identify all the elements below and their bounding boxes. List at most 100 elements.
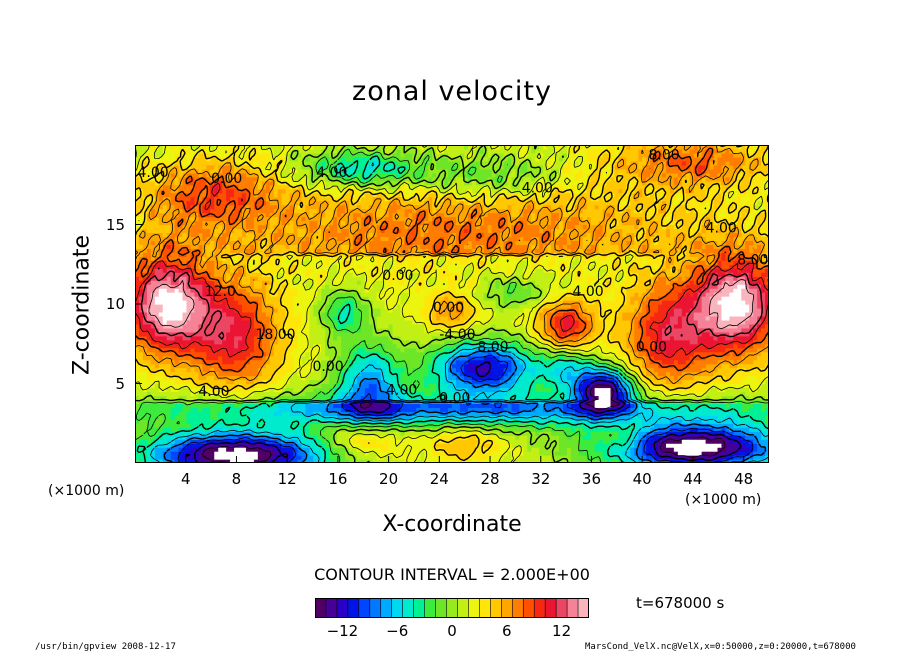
heatmap-cell	[662, 343, 667, 349]
heatmap-cell	[400, 459, 406, 463]
heatmap-cell	[452, 431, 457, 436]
heatmap-cell	[725, 363, 730, 369]
heatmap-cell	[677, 391, 683, 397]
heatmap-cell	[467, 439, 473, 444]
heatmap-cell	[535, 455, 540, 460]
heatmap-cell	[741, 371, 746, 377]
heatmap-cell	[590, 407, 596, 412]
heatmap-cell	[309, 451, 314, 456]
heatmap-cell	[150, 435, 156, 440]
heatmap-cell	[562, 363, 568, 369]
heatmap-cell	[681, 371, 687, 377]
heatmap-cell	[479, 375, 485, 381]
heatmap-cell	[535, 451, 540, 456]
heatmap-cell	[388, 407, 394, 412]
heatmap-cell	[154, 335, 160, 341]
heatmap-cell	[317, 383, 322, 389]
heatmap-cell	[566, 419, 572, 424]
heatmap-cell	[313, 419, 318, 424]
heatmap-cell	[566, 371, 572, 377]
heatmap-cell	[142, 423, 148, 428]
heatmap-cell	[138, 399, 144, 404]
heatmap-cell	[606, 455, 612, 460]
heatmap-cell	[551, 387, 556, 393]
heatmap-cell	[733, 447, 738, 452]
heatmap-cell	[574, 375, 580, 381]
heatmap-cell	[483, 411, 489, 416]
heatmap-cell	[190, 387, 196, 393]
heatmap-cell	[202, 427, 207, 432]
heatmap-cell	[348, 403, 354, 408]
heatmap-cell	[543, 355, 548, 361]
heatmap-cell	[277, 387, 283, 393]
heatmap-cell	[693, 439, 699, 444]
heatmap-cell	[154, 431, 160, 436]
heatmap-cell	[578, 411, 584, 416]
heatmap-cell	[245, 391, 251, 397]
heatmap-cell	[333, 419, 338, 424]
heatmap-cell	[547, 415, 552, 420]
heatmap-cell	[535, 355, 540, 361]
heatmap-cell	[166, 371, 172, 377]
heatmap-cell	[757, 395, 762, 401]
heatmap-cell	[230, 395, 235, 401]
heatmap-cell	[705, 411, 711, 416]
heatmap-cell	[348, 343, 354, 349]
heatmap-cell	[388, 443, 394, 448]
heatmap-cell	[273, 443, 279, 448]
heatmap-cell	[348, 423, 354, 428]
heatmap-cell	[186, 447, 192, 452]
heatmap-cell	[614, 359, 620, 365]
heatmap-cell	[321, 363, 326, 369]
heatmap-cell	[594, 403, 600, 408]
heatmap-cell	[317, 403, 322, 408]
heatmap-cell	[273, 347, 279, 353]
heatmap-cell	[729, 395, 734, 401]
heatmap-cell	[705, 383, 711, 389]
heatmap-cell	[388, 455, 394, 460]
heatmap-cell	[491, 379, 497, 385]
heatmap-cell	[158, 383, 164, 389]
heatmap-cell	[412, 391, 417, 397]
heatmap-cell	[685, 459, 691, 463]
heatmap-cell	[622, 339, 627, 345]
heatmap-cell	[281, 419, 287, 424]
heatmap-cell	[412, 423, 417, 428]
heatmap-cell	[174, 447, 180, 452]
heatmap-cell	[372, 451, 378, 456]
heatmap-cell	[420, 415, 425, 420]
heatmap-cell	[170, 427, 176, 432]
heatmap-cell	[753, 439, 758, 444]
heatmap-cell	[440, 343, 445, 349]
heatmap-cell	[566, 359, 572, 365]
heatmap-cell	[448, 375, 453, 381]
heatmap-cell	[392, 459, 398, 463]
heatmap-cell	[249, 391, 255, 397]
heatmap-cell	[745, 379, 750, 385]
heatmap-cell	[669, 419, 675, 424]
heatmap-cell	[348, 459, 354, 463]
heatmap-cell	[757, 423, 762, 428]
heatmap-cell	[606, 395, 612, 401]
heatmap-cell	[364, 383, 370, 389]
heatmap-cell	[701, 351, 707, 357]
heatmap-cell	[396, 427, 402, 432]
heatmap-cell	[598, 387, 604, 393]
heatmap-cell	[178, 335, 184, 341]
heatmap-cell	[642, 367, 647, 373]
heatmap-cell	[741, 379, 746, 385]
heatmap-cell	[289, 415, 295, 420]
heatmap-cell	[206, 367, 211, 373]
heatmap-cell	[618, 415, 623, 420]
heatmap-cell	[436, 391, 441, 397]
heatmap-cell	[285, 371, 291, 377]
heatmap-cell	[178, 379, 184, 385]
heatmap-cell	[598, 379, 604, 385]
heatmap-cell	[618, 391, 623, 397]
heatmap-cell	[198, 411, 203, 416]
heatmap-cell	[658, 387, 663, 393]
heatmap-cell	[448, 351, 453, 357]
heatmap-cell	[551, 375, 556, 381]
heatmap-cell	[582, 459, 588, 463]
heatmap-cell	[665, 391, 671, 397]
